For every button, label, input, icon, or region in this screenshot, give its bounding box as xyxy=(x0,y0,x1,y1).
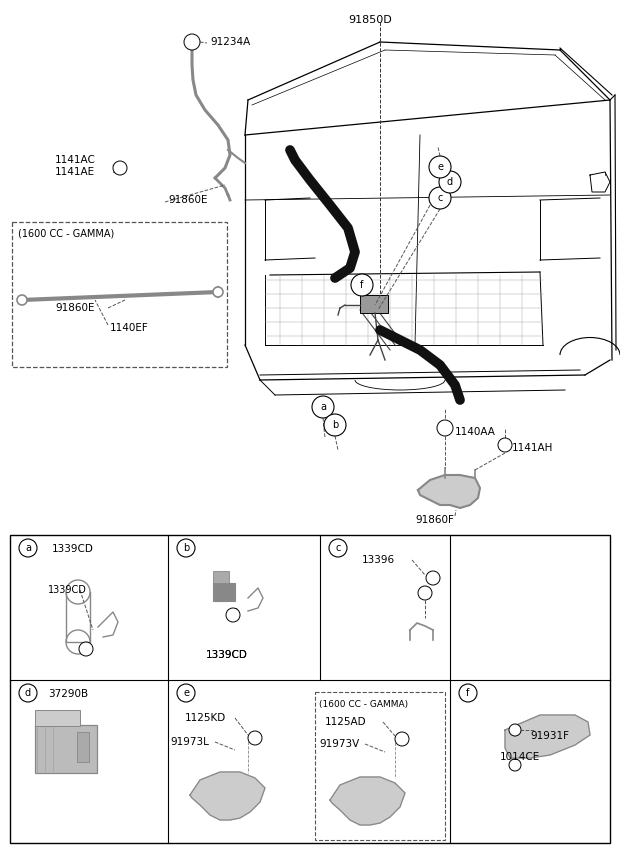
Text: d: d xyxy=(25,688,31,698)
Text: 1339CD: 1339CD xyxy=(206,650,248,660)
Circle shape xyxy=(329,539,347,557)
Text: a: a xyxy=(320,402,326,412)
Text: d: d xyxy=(447,177,453,187)
Bar xyxy=(77,732,89,762)
Text: 13396: 13396 xyxy=(362,555,395,565)
Text: 1140EF: 1140EF xyxy=(110,323,149,333)
Text: 1140AA: 1140AA xyxy=(455,427,496,437)
Text: 1339CD: 1339CD xyxy=(48,585,87,595)
Circle shape xyxy=(395,732,409,746)
Circle shape xyxy=(19,539,37,557)
Text: e: e xyxy=(183,688,189,698)
Text: 1141AC: 1141AC xyxy=(55,155,96,165)
Text: b: b xyxy=(332,420,338,430)
Text: (1600 CC - GAMMA): (1600 CC - GAMMA) xyxy=(18,228,114,238)
Bar xyxy=(10,535,610,843)
Circle shape xyxy=(226,608,240,622)
Text: 91973V: 91973V xyxy=(319,739,359,749)
Bar xyxy=(213,583,235,601)
Polygon shape xyxy=(330,777,405,825)
Text: 91860F: 91860F xyxy=(415,515,454,525)
Circle shape xyxy=(248,731,262,745)
Circle shape xyxy=(177,539,195,557)
Text: f: f xyxy=(466,688,470,698)
Text: 1125KD: 1125KD xyxy=(185,713,226,723)
Text: 91234A: 91234A xyxy=(210,37,250,47)
Text: f: f xyxy=(360,280,364,290)
Circle shape xyxy=(437,420,453,436)
Bar xyxy=(35,710,80,726)
Circle shape xyxy=(17,295,27,305)
Circle shape xyxy=(312,396,334,418)
Bar xyxy=(360,295,388,313)
Text: 1014CE: 1014CE xyxy=(500,752,540,762)
Circle shape xyxy=(324,414,346,436)
Text: 1141AE: 1141AE xyxy=(55,167,95,177)
Text: 37290B: 37290B xyxy=(48,689,88,699)
Text: 91860E: 91860E xyxy=(55,303,94,313)
Circle shape xyxy=(429,187,451,209)
Text: a: a xyxy=(25,543,31,553)
Circle shape xyxy=(509,759,521,771)
Text: 1339CD: 1339CD xyxy=(52,544,94,554)
Circle shape xyxy=(418,586,432,600)
Circle shape xyxy=(213,287,223,297)
Circle shape xyxy=(459,684,477,702)
Circle shape xyxy=(79,642,93,656)
Polygon shape xyxy=(190,772,265,820)
Circle shape xyxy=(184,34,200,50)
Text: c: c xyxy=(437,193,443,203)
Circle shape xyxy=(498,438,512,452)
Text: 1339CD: 1339CD xyxy=(206,650,248,660)
Text: 91973L: 91973L xyxy=(170,737,209,747)
Bar xyxy=(213,571,229,583)
Text: 91850D: 91850D xyxy=(348,15,392,25)
Circle shape xyxy=(429,156,451,178)
Text: c: c xyxy=(335,543,340,553)
Circle shape xyxy=(351,274,373,296)
Text: e: e xyxy=(437,162,443,172)
Circle shape xyxy=(439,171,461,193)
Text: 91931F: 91931F xyxy=(530,731,569,741)
Bar xyxy=(12,222,227,367)
Text: (1600 CC - GAMMA): (1600 CC - GAMMA) xyxy=(319,700,408,708)
Text: b: b xyxy=(183,543,189,553)
Circle shape xyxy=(19,684,37,702)
Circle shape xyxy=(509,724,521,736)
Text: 1141AH: 1141AH xyxy=(512,443,554,453)
Circle shape xyxy=(177,684,195,702)
Text: 1125AD: 1125AD xyxy=(325,717,366,727)
Bar xyxy=(35,725,97,773)
Text: 91860E: 91860E xyxy=(168,195,208,205)
Circle shape xyxy=(113,161,127,175)
Polygon shape xyxy=(505,715,590,758)
Circle shape xyxy=(426,571,440,585)
Bar xyxy=(315,692,445,840)
Polygon shape xyxy=(418,475,480,508)
